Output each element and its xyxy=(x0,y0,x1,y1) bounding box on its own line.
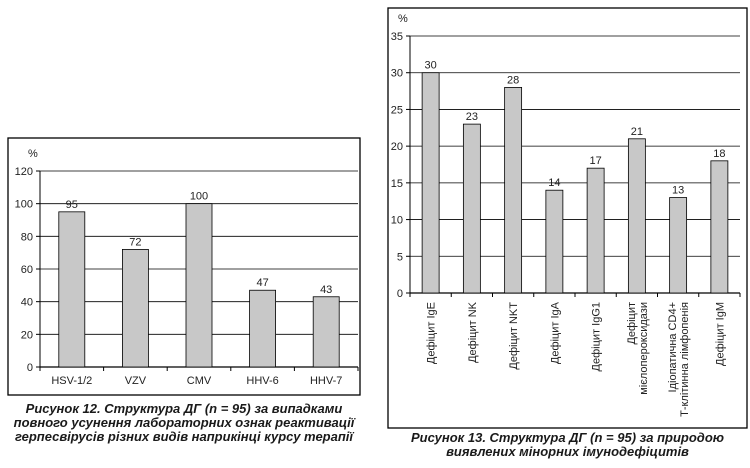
bar xyxy=(627,138,646,294)
y-tick-label: 20 xyxy=(21,329,33,341)
y-tick-label: 5 xyxy=(397,251,403,263)
y-tick-label: 100 xyxy=(15,199,33,211)
y-tick-label: 25 xyxy=(391,104,403,116)
y-tick-label: 0 xyxy=(397,288,403,300)
bar xyxy=(312,296,340,368)
x-tick-label: Т-клітинна лімфопенія xyxy=(679,302,691,417)
data-label: 17 xyxy=(590,155,602,167)
x-tick-label: Дефіцит IgM xyxy=(714,302,726,366)
data-label: 95 xyxy=(66,199,78,211)
chart1-caption: Рисунок 12. Структура ДГ (n = 95) за вип… xyxy=(13,401,355,444)
data-label: 72 xyxy=(129,236,141,248)
x-tick-label: VZV xyxy=(125,375,147,387)
data-label: 13 xyxy=(672,185,684,197)
x-tick-label: Ідіопатична CD4+ xyxy=(667,302,679,392)
bar xyxy=(462,123,481,294)
y-tick-label: 120 xyxy=(15,166,33,178)
data-label: 23 xyxy=(466,111,478,123)
y-axis-label: % xyxy=(398,13,408,25)
bar xyxy=(185,203,213,368)
bar xyxy=(421,72,440,294)
y-tick-label: 35 xyxy=(391,31,403,43)
y-tick-label: 10 xyxy=(391,215,403,227)
bar xyxy=(669,197,688,294)
data-label: 100 xyxy=(190,191,208,203)
bar xyxy=(545,189,564,294)
data-label: 18 xyxy=(713,148,725,160)
y-tick-label: 80 xyxy=(21,231,33,243)
data-label: 30 xyxy=(425,60,437,72)
y-tick-label: 20 xyxy=(391,141,403,153)
x-tick-label: Дефіцит NKT xyxy=(508,302,520,370)
data-label: 47 xyxy=(256,277,268,289)
x-tick-label: Дефіцит IgG1 xyxy=(591,302,603,371)
y-tick-label: 60 xyxy=(21,264,33,276)
y-tick-label: 30 xyxy=(391,68,403,80)
chart2-frame xyxy=(387,7,748,429)
data-label: 43 xyxy=(320,284,332,296)
x-tick-label: HSV-1/2 xyxy=(51,375,92,387)
chart1-frame xyxy=(7,137,361,396)
bar xyxy=(122,248,149,368)
bar xyxy=(504,87,523,294)
bar xyxy=(710,160,729,294)
chart2-caption: Рисунок 13. Структура ДГ (n = 95) за при… xyxy=(410,430,725,459)
y-tick-label: 40 xyxy=(21,297,33,309)
data-label: 28 xyxy=(507,74,519,86)
y-axis-label: % xyxy=(28,148,38,160)
bar xyxy=(586,167,605,294)
data-label: 21 xyxy=(631,126,643,138)
bar xyxy=(58,211,86,368)
x-tick-label: Дефіцит NK xyxy=(467,301,479,363)
x-tick-label: CMV xyxy=(187,375,212,387)
x-tick-label: мієлопероксидази xyxy=(638,302,650,395)
x-tick-label: Дефіцит IgA xyxy=(549,301,561,364)
y-tick-label: 0 xyxy=(27,362,33,374)
x-tick-label: Дефіцит xyxy=(626,302,638,345)
bar xyxy=(249,289,277,368)
x-tick-label: HHV-7 xyxy=(310,375,342,387)
data-label: 14 xyxy=(548,177,560,189)
y-tick-label: 15 xyxy=(391,178,403,190)
x-tick-label: HHV-6 xyxy=(246,375,278,387)
x-tick-label: Дефіцит IgE xyxy=(426,302,438,364)
